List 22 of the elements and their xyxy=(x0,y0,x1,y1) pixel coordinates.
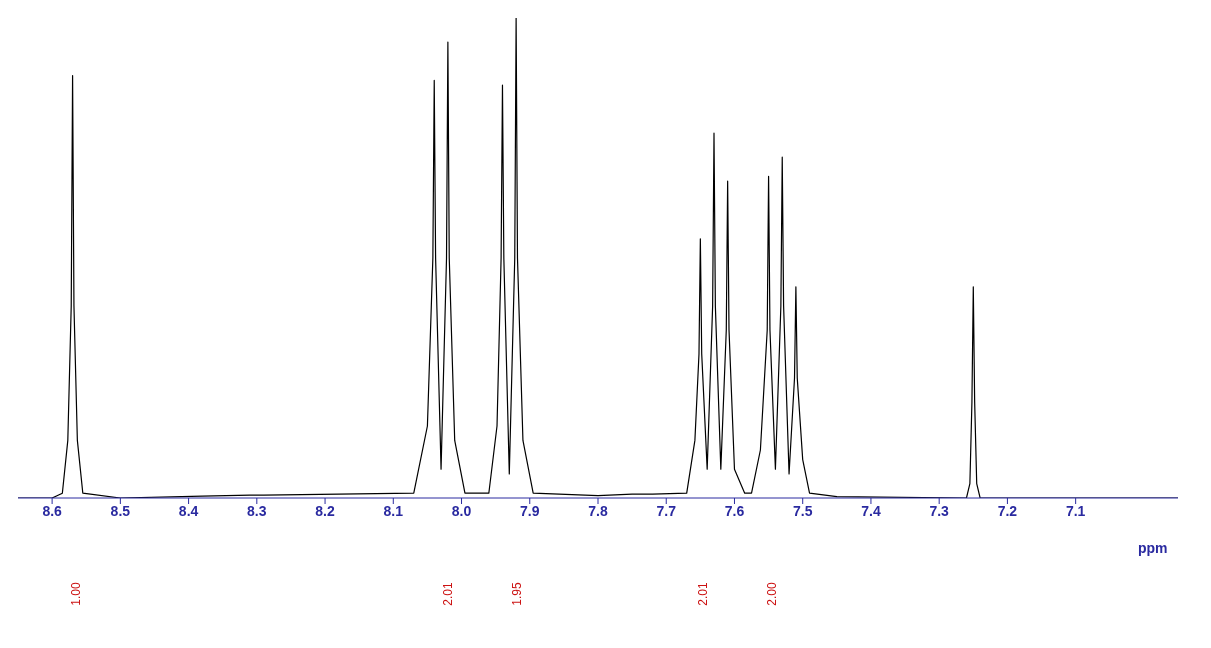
x-tick-label: 8.6 xyxy=(42,502,63,519)
x-tick-label: 8.5 xyxy=(110,502,131,519)
x-tick-label: 8.1 xyxy=(383,502,404,519)
x-axis-title: ppm xyxy=(1138,540,1168,556)
x-tick-label: 7.6 xyxy=(724,502,745,519)
text: 1.95 xyxy=(509,582,524,606)
x-tick-label: 8.0 xyxy=(451,502,472,519)
text: 2.01 xyxy=(695,582,710,606)
x-tick-label: 7.8 xyxy=(588,502,608,519)
x-tick-label: 8.3 xyxy=(247,502,267,519)
text: 1.00 xyxy=(69,582,84,606)
x-tick-label: 7.1 xyxy=(1065,502,1086,519)
x-tick-label: 7.3 xyxy=(929,502,950,519)
x-tick-label: 8.2 xyxy=(315,502,335,519)
x-tick-label: 7.9 xyxy=(520,502,540,519)
x-tick-label: 7.7 xyxy=(656,502,677,519)
x-tick-label: 7.2 xyxy=(997,502,1018,519)
x-tick-label: 7.5 xyxy=(792,502,813,519)
x-tick-label: 7.4 xyxy=(861,502,881,519)
text: 2.00 xyxy=(765,582,780,606)
text: 2.01 xyxy=(440,582,455,606)
x-tick-label: 8.4 xyxy=(178,502,199,519)
